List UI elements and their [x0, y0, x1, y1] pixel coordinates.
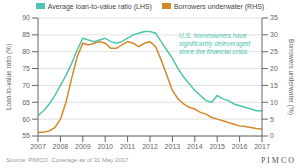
svg-text:10: 10 — [270, 99, 278, 106]
html-text:Average loan-to-value ratio (L: Average loan-to-value ratio (LHS) — [47, 2, 152, 10]
svg-text:2011: 2011 — [120, 143, 135, 150]
svg-text:15: 15 — [270, 82, 278, 89]
svg-text:80: 80 — [22, 48, 30, 55]
svg-text:65: 65 — [22, 99, 30, 106]
svg-text:2007: 2007 — [30, 143, 46, 150]
svg-text:60: 60 — [22, 116, 30, 123]
svg-text:0: 0 — [270, 132, 274, 139]
svg-text:2013: 2013 — [165, 143, 181, 150]
svg-text:55: 55 — [22, 132, 30, 139]
svg-text:35: 35 — [270, 14, 278, 21]
svg-text:2014: 2014 — [187, 143, 203, 150]
html-text:Source: PIMCO. Coverage as of: Source: PIMCO. Coverage as of 31 May 201… — [6, 157, 129, 163]
svg-text:2017: 2017 — [254, 143, 270, 150]
html-text:P I M C O: P I M C O — [261, 155, 294, 165]
svg-text:75: 75 — [22, 65, 30, 72]
svg-text:2012: 2012 — [142, 143, 158, 150]
svg-text:25: 25 — [270, 48, 278, 55]
svg-text:5: 5 — [270, 116, 274, 123]
svg-text:Borrowers underwater (%): Borrowers underwater (%) — [287, 39, 292, 115]
svg-text:30: 30 — [270, 31, 278, 38]
svg-text:2008: 2008 — [53, 143, 69, 150]
svg-text:2009: 2009 — [75, 143, 91, 150]
html-text:Borrowers underwater (RHS): Borrowers underwater (RHS) — [174, 2, 265, 10]
html-text:U.S. homeowners have significa: U.S. homeowners have significantly delev… — [179, 32, 251, 55]
svg-text:20: 20 — [270, 65, 278, 72]
svg-text:85: 85 — [22, 31, 30, 38]
svg-text:Loan-to-value ratio (%): Loan-to-value ratio (%) — [8, 44, 13, 110]
svg-text:2015: 2015 — [209, 143, 225, 150]
svg-text:70: 70 — [22, 82, 30, 89]
svg-text:90: 90 — [22, 14, 30, 21]
svg-text:2016: 2016 — [232, 143, 248, 150]
svg-text:2010: 2010 — [97, 143, 113, 150]
